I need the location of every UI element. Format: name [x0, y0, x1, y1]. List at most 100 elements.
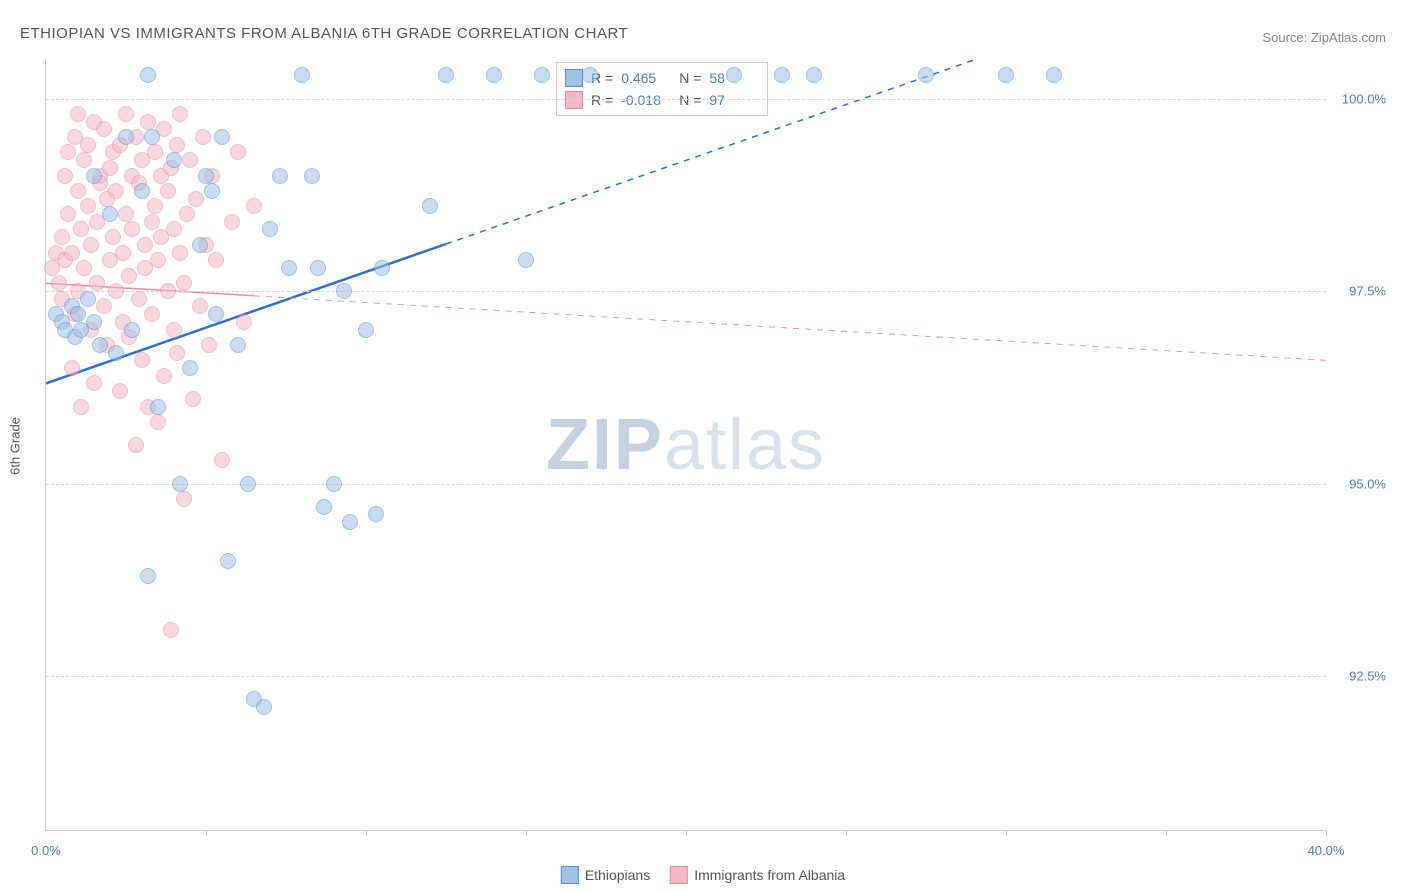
- scatter-point: [166, 322, 182, 338]
- x-tick-label: 0.0%: [31, 843, 61, 858]
- scatter-point: [188, 191, 204, 207]
- source-attribution: Source: ZipAtlas.com: [1262, 30, 1386, 45]
- scatter-point: [131, 291, 147, 307]
- legend-swatch: [565, 91, 583, 109]
- gridline: [46, 484, 1326, 485]
- scatter-point: [144, 214, 160, 230]
- r-label: R =: [591, 89, 613, 111]
- x-tick: [1166, 830, 1167, 836]
- scatter-point: [60, 144, 76, 160]
- scatter-point: [112, 383, 128, 399]
- scatter-point: [195, 129, 211, 145]
- scatter-point: [86, 168, 102, 184]
- scatter-point: [89, 275, 105, 291]
- scatter-point: [336, 283, 352, 299]
- x-tick: [206, 830, 207, 836]
- scatter-point: [140, 67, 156, 83]
- x-tick: [846, 830, 847, 836]
- scatter-point: [918, 67, 934, 83]
- legend-swatch: [561, 866, 579, 884]
- legend-swatch: [565, 69, 583, 87]
- scatter-point: [54, 229, 70, 245]
- scatter-point: [169, 345, 185, 361]
- scatter-point: [192, 298, 208, 314]
- scatter-point: [342, 514, 358, 530]
- scatter-point: [182, 152, 198, 168]
- scatter-point: [374, 260, 390, 276]
- scatter-point: [80, 137, 96, 153]
- scatter-point: [169, 137, 185, 153]
- scatter-point: [73, 399, 89, 415]
- legend-label: Immigrants from Albania: [694, 867, 845, 883]
- y-tick-label: 97.5%: [1349, 284, 1386, 299]
- scatter-point: [64, 245, 80, 261]
- scatter-point: [147, 198, 163, 214]
- scatter-point: [118, 106, 134, 122]
- scatter-point: [147, 144, 163, 160]
- scatter-point: [236, 314, 252, 330]
- scatter-point: [182, 360, 198, 376]
- scatter-point: [358, 322, 374, 338]
- scatter-point: [422, 198, 438, 214]
- scatter-point: [128, 437, 144, 453]
- scatter-point: [115, 245, 131, 261]
- scatter-point: [150, 252, 166, 268]
- scatter-point: [140, 114, 156, 130]
- scatter-point: [108, 183, 124, 199]
- scatter-point: [224, 214, 240, 230]
- scatter-point: [64, 360, 80, 376]
- scatter-point: [134, 183, 150, 199]
- scatter-point: [80, 291, 96, 307]
- scatter-point: [92, 337, 108, 353]
- scatter-point: [316, 499, 332, 515]
- scatter-point: [806, 67, 822, 83]
- scatter-point: [76, 260, 92, 276]
- scatter-point: [1046, 67, 1062, 83]
- scatter-point: [304, 168, 320, 184]
- scatter-point: [124, 221, 140, 237]
- scatter-point: [134, 352, 150, 368]
- scatter-point: [204, 183, 220, 199]
- x-tick: [686, 830, 687, 836]
- scatter-point: [262, 221, 278, 237]
- watermark: ZIPatlas: [546, 404, 826, 486]
- scatter-point: [201, 337, 217, 353]
- scatter-point: [208, 306, 224, 322]
- scatter-point: [240, 476, 256, 492]
- n-label: N =: [679, 89, 701, 111]
- x-tick: [526, 830, 527, 836]
- scatter-point: [70, 183, 86, 199]
- scatter-point: [192, 237, 208, 253]
- scatter-point: [179, 206, 195, 222]
- scatter-point: [198, 168, 214, 184]
- n-label: N =: [679, 67, 701, 89]
- scatter-point: [86, 314, 102, 330]
- scatter-point: [124, 322, 140, 338]
- scatter-point: [281, 260, 297, 276]
- scatter-point: [70, 306, 86, 322]
- scatter-point: [51, 275, 67, 291]
- scatter-point: [726, 67, 742, 83]
- x-tick: [366, 830, 367, 836]
- scatter-point: [326, 476, 342, 492]
- scatter-point: [534, 67, 550, 83]
- scatter-point: [214, 129, 230, 145]
- scatter-point: [176, 491, 192, 507]
- scatter-point: [185, 391, 201, 407]
- stat-legend-row: R =-0.018N =97: [565, 89, 759, 111]
- scatter-point: [102, 206, 118, 222]
- scatter-point: [176, 275, 192, 291]
- scatter-point: [121, 268, 137, 284]
- scatter-point: [102, 160, 118, 176]
- scatter-point: [220, 553, 236, 569]
- scatter-point: [172, 106, 188, 122]
- legend-item: Ethiopians: [561, 866, 650, 884]
- trend-lines: [46, 60, 1326, 830]
- scatter-point: [108, 345, 124, 361]
- scatter-point: [150, 399, 166, 415]
- scatter-point: [160, 183, 176, 199]
- scatter-point: [294, 67, 310, 83]
- scatter-point: [172, 245, 188, 261]
- y-tick-label: 100.0%: [1342, 91, 1386, 106]
- scatter-point: [208, 252, 224, 268]
